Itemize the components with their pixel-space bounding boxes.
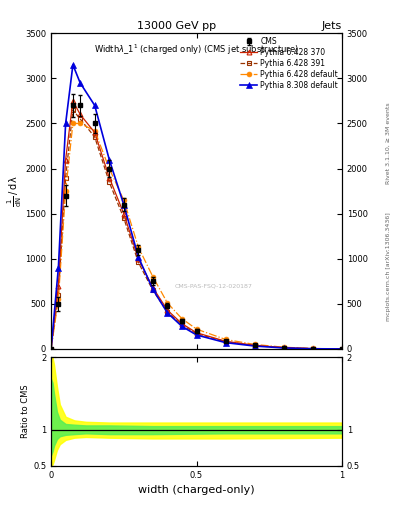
Line: Pythia 6.428 370: Pythia 6.428 370 bbox=[49, 98, 344, 351]
Text: mcplots.cern.ch [arXiv:1306.3436]: mcplots.cern.ch [arXiv:1306.3436] bbox=[386, 212, 391, 321]
Y-axis label: Ratio to CMS: Ratio to CMS bbox=[21, 385, 30, 438]
Pythia 6.428 370 bbox=[165, 307, 170, 313]
Pythia 6.428 370 bbox=[310, 346, 315, 352]
Pythia 6.428 391 bbox=[71, 107, 75, 113]
Text: Jets: Jets bbox=[321, 20, 342, 31]
Pythia 6.428 default bbox=[310, 346, 315, 352]
Pythia 6.428 370 bbox=[63, 157, 68, 163]
Pythia 6.428 default bbox=[151, 274, 155, 280]
Pythia 6.428 370 bbox=[71, 98, 75, 104]
Pythia 6.428 391 bbox=[107, 179, 112, 185]
Pythia 6.428 default bbox=[56, 296, 61, 303]
Pythia 6.428 default bbox=[223, 336, 228, 343]
Pythia 8.308 default bbox=[180, 323, 184, 329]
Pythia 8.308 default bbox=[223, 339, 228, 346]
Pythia 6.428 370 bbox=[340, 346, 344, 352]
Pythia 6.428 391 bbox=[92, 134, 97, 140]
Pythia 6.428 391 bbox=[340, 346, 344, 352]
Pythia 6.428 391 bbox=[223, 338, 228, 345]
Pythia 6.428 370 bbox=[151, 285, 155, 291]
Pythia 8.308 default bbox=[121, 202, 126, 208]
Pythia 6.428 default bbox=[180, 315, 184, 322]
Pythia 6.428 default bbox=[121, 197, 126, 203]
Pythia 8.308 default bbox=[281, 345, 286, 351]
Pythia 6.428 370 bbox=[78, 112, 83, 118]
Pythia 6.428 370 bbox=[281, 345, 286, 351]
Pythia 6.428 391 bbox=[165, 309, 170, 315]
Pythia 6.428 default bbox=[252, 342, 257, 348]
Pythia 8.308 default bbox=[71, 62, 75, 68]
Pythia 6.428 default bbox=[165, 300, 170, 306]
Pythia 8.308 default bbox=[252, 343, 257, 349]
Text: CMS-PAS-FSQ-12-020187: CMS-PAS-FSQ-12-020187 bbox=[175, 283, 253, 288]
Pythia 8.308 default bbox=[78, 80, 83, 86]
Pythia 6.428 370 bbox=[252, 342, 257, 348]
Pythia 6.428 391 bbox=[49, 346, 53, 352]
Pythia 6.428 370 bbox=[136, 255, 141, 262]
Pythia 6.428 370 bbox=[107, 175, 112, 181]
Pythia 6.428 391 bbox=[180, 322, 184, 328]
Text: Width$\lambda$_1$^{1}$ (charged only) (CMS jet substructure): Width$\lambda$_1$^{1}$ (charged only) (C… bbox=[94, 42, 299, 57]
Pythia 8.308 default bbox=[151, 286, 155, 292]
Pythia 6.428 391 bbox=[281, 345, 286, 351]
Pythia 8.308 default bbox=[92, 102, 97, 109]
Pythia 6.428 391 bbox=[121, 215, 126, 221]
Pythia 6.428 default bbox=[71, 120, 75, 126]
Text: Rivet 3.1.10, ≥ 3M events: Rivet 3.1.10, ≥ 3M events bbox=[386, 102, 391, 184]
Pythia 6.428 default bbox=[281, 344, 286, 350]
Pythia 6.428 370 bbox=[180, 321, 184, 327]
Pythia 6.428 default bbox=[136, 244, 141, 250]
Pythia 6.428 391 bbox=[310, 346, 315, 352]
Pythia 6.428 391 bbox=[136, 259, 141, 265]
Pythia 6.428 391 bbox=[252, 343, 257, 349]
Pythia 6.428 370 bbox=[49, 346, 53, 352]
Pythia 6.428 default bbox=[194, 326, 199, 332]
Pythia 8.308 default bbox=[63, 120, 68, 126]
Pythia 6.428 391 bbox=[63, 175, 68, 181]
Pythia 6.428 370 bbox=[194, 330, 199, 336]
Legend: CMS, Pythia 6.428 370, Pythia 6.428 391, Pythia 6.428 default, Pythia 8.308 defa: CMS, Pythia 6.428 370, Pythia 6.428 391,… bbox=[239, 35, 340, 91]
Pythia 6.428 default bbox=[107, 165, 112, 172]
Pythia 8.308 default bbox=[136, 254, 141, 260]
Line: Pythia 6.428 391: Pythia 6.428 391 bbox=[49, 108, 344, 351]
Pythia 8.308 default bbox=[340, 346, 344, 352]
Line: Pythia 6.428 default: Pythia 6.428 default bbox=[49, 121, 344, 351]
Pythia 8.308 default bbox=[107, 157, 112, 163]
Pythia 8.308 default bbox=[56, 265, 61, 271]
Line: Pythia 8.308 default: Pythia 8.308 default bbox=[48, 62, 345, 352]
Pythia 6.428 391 bbox=[194, 331, 199, 337]
Pythia 6.428 391 bbox=[78, 116, 83, 122]
Pythia 6.428 default bbox=[49, 346, 53, 352]
Pythia 6.428 default bbox=[92, 127, 97, 134]
Pythia 6.428 default bbox=[63, 188, 68, 194]
Y-axis label: $\mathrm{\frac{1}{dN}\,/\,d\,\lambda}$: $\mathrm{\frac{1}{dN}\,/\,d\,\lambda}$ bbox=[6, 175, 24, 207]
Pythia 8.308 default bbox=[194, 332, 199, 338]
Pythia 8.308 default bbox=[49, 346, 53, 352]
Pythia 6.428 370 bbox=[121, 210, 126, 217]
Text: 13000 GeV pp: 13000 GeV pp bbox=[137, 20, 217, 31]
Pythia 6.428 391 bbox=[56, 292, 61, 298]
Pythia 8.308 default bbox=[165, 310, 170, 316]
Pythia 6.428 370 bbox=[92, 130, 97, 136]
Pythia 8.308 default bbox=[310, 346, 315, 352]
Pythia 6.428 370 bbox=[223, 338, 228, 345]
Pythia 6.428 default bbox=[340, 346, 344, 352]
Pythia 6.428 default bbox=[78, 120, 83, 126]
Pythia 6.428 370 bbox=[56, 283, 61, 289]
X-axis label: width (charged-only): width (charged-only) bbox=[138, 485, 255, 495]
Pythia 6.428 391 bbox=[151, 287, 155, 293]
